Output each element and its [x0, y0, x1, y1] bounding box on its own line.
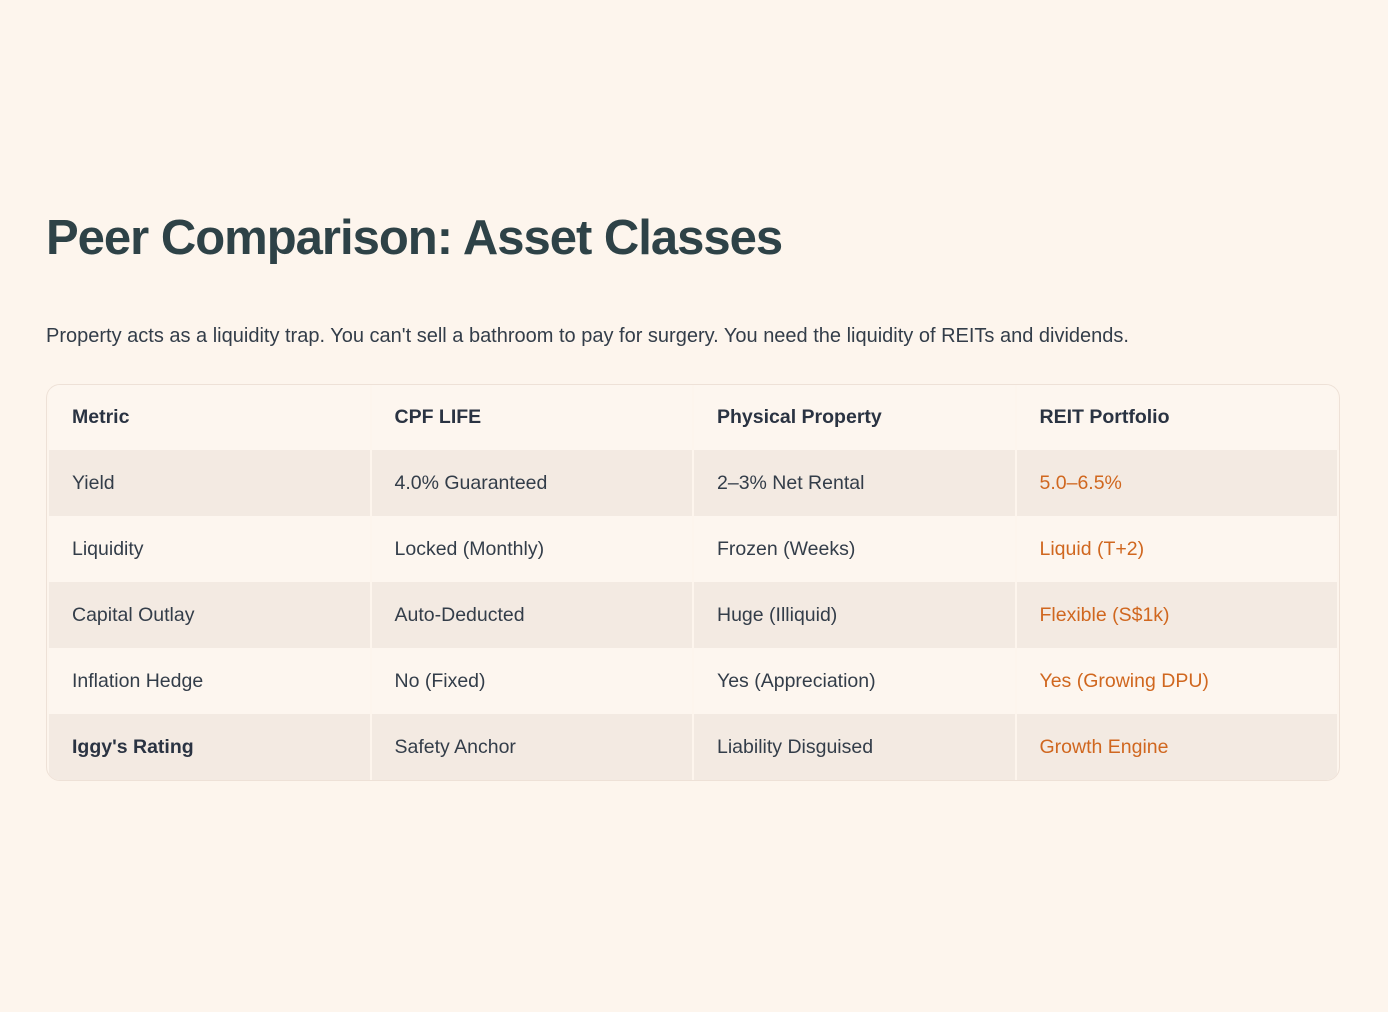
cpf-life-cell: 4.0% Guaranteed — [371, 450, 692, 517]
physical-property-cell: Yes (Appreciation) — [694, 648, 1015, 715]
table-row-yield: Yield 4.0% Guaranteed 2–3% Net Rental 5.… — [49, 450, 1337, 517]
slide-content: Peer Comparison: Asset Classes Property … — [46, 211, 1340, 782]
metric-cell: Inflation Hedge — [49, 648, 370, 715]
reit-portfolio-cell: Yes (Growing DPU) — [1016, 648, 1337, 715]
column-header-cpf-life: CPF LIFE — [371, 385, 692, 451]
reit-portfolio-cell: 5.0–6.5% — [1016, 450, 1337, 517]
column-header-physical-property: Physical Property — [694, 385, 1015, 451]
cpf-life-cell: Auto-Deducted — [371, 582, 692, 649]
reit-portfolio-cell: Growth Engine — [1016, 714, 1337, 781]
metric-cell: Yield — [49, 450, 370, 517]
physical-property-cell: Huge (Illiquid) — [694, 582, 1015, 649]
table-header-row: Metric CPF LIFE Physical Property REIT P… — [49, 385, 1337, 451]
column-header-reit-portfolio: REIT Portfolio — [1016, 385, 1337, 451]
metric-cell: Iggy's Rating — [49, 714, 370, 781]
comparison-table: Metric CPF LIFE Physical Property REIT P… — [46, 384, 1340, 782]
cpf-life-cell: Locked (Monthly) — [371, 516, 692, 583]
table-row-inflation-hedge: Inflation Hedge No (Fixed) Yes (Apprecia… — [49, 648, 1337, 715]
reit-portfolio-cell: Flexible (S$1k) — [1016, 582, 1337, 649]
cpf-life-cell: Safety Anchor — [371, 714, 692, 781]
reit-portfolio-cell: Liquid (T+2) — [1016, 516, 1337, 583]
column-header-metric: Metric — [49, 385, 370, 451]
table-row-iggys-rating: Iggy's Rating Safety Anchor Liability Di… — [49, 714, 1337, 781]
metric-cell: Capital Outlay — [49, 582, 370, 649]
physical-property-cell: Liability Disguised — [694, 714, 1015, 781]
cpf-life-cell: No (Fixed) — [371, 648, 692, 715]
physical-property-cell: 2–3% Net Rental — [694, 450, 1015, 517]
metric-cell: Liquidity — [49, 516, 370, 583]
physical-property-cell: Frozen (Weeks) — [694, 516, 1015, 583]
table-row-liquidity: Liquidity Locked (Monthly) Frozen (Weeks… — [49, 516, 1337, 583]
table-row-capital-outlay: Capital Outlay Auto-Deducted Huge (Illiq… — [49, 582, 1337, 649]
page-description: Property acts as a liquidity trap. You c… — [46, 325, 1129, 348]
page-title: Peer Comparison: Asset Classes — [46, 211, 783, 265]
